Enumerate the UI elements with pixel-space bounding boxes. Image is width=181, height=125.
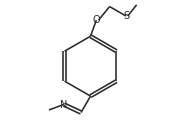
Text: O: O (92, 15, 100, 25)
Text: S: S (123, 11, 129, 21)
Text: N: N (60, 100, 67, 110)
